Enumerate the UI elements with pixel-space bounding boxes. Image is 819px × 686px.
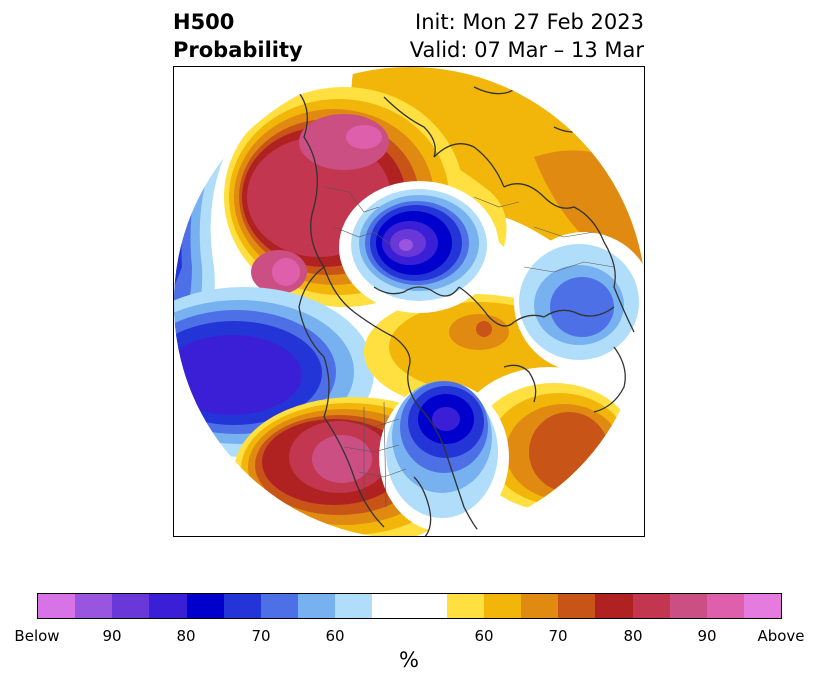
valid-period: Valid: 07 Mar – 13 Mar [409,38,644,62]
coastlines [293,86,635,536]
colorbar-swatch [446,594,484,618]
colorbar-swatch [186,594,224,618]
colorbar-label-90-below: 90 [102,627,122,645]
forecast-dates: Init: Mon 27 Feb 2023 Valid: 07 Mar – 13… [410,8,644,64]
colorbar-swatch [260,594,299,618]
colorbar-swatch [632,594,670,618]
cold-anomaly-pacific-4 [174,335,302,415]
warm-anomaly-europe-8 [272,258,300,286]
colorbar-label-80-below: 80 [176,627,196,645]
warm-anomaly-europe-9 [346,125,382,149]
cold-anomaly-arctic-8 [399,239,413,251]
warm-anomaly-west-6 [312,435,372,483]
cold-anomaly-eastasia-3 [550,277,614,337]
colorbar-label-above: Above [757,627,805,645]
colorbar-swatch [298,594,336,618]
init-date: Init: Mon 27 Feb 2023 [415,10,644,34]
colorbar-swatch [669,594,707,618]
colorbar-swatch [75,594,113,618]
title-product: Probability [173,38,303,62]
colorbar [37,593,782,619]
political-borders [323,186,615,508]
colorbar-swatch [558,594,596,618]
colorbar-label-60-below: 60 [325,627,345,645]
colorbar-swatch [409,594,447,618]
colorbar-swatch [743,594,782,618]
warm-anomaly-npacific-4 [529,412,609,492]
colorbar-swatch [335,594,373,618]
colorbar-swatch [149,594,187,618]
warm-anomaly-canada-3 [476,321,492,337]
colorbar-label-70-below: 70 [251,627,271,645]
colorbar-swatch [706,594,744,618]
colorbar-label-70-above: 70 [548,627,568,645]
title-variable: H500 [173,10,235,34]
cold-anomaly-aleutian-6 [432,407,460,431]
colorbar-swatch [483,594,522,618]
colorbar-label-below: Below [14,627,60,645]
colorbar-label-90-above: 90 [697,627,717,645]
colorbar-label-80-above: 80 [623,627,643,645]
colorbar-swatch [38,594,76,618]
colorbar-swatch [521,594,559,618]
probability-field [174,67,644,536]
map-title: H500 Probability [173,8,303,64]
colorbar-swatch [223,594,261,618]
colorbar-swatch [372,594,410,618]
colorbar-unit: % [399,648,419,672]
colorbar-label-60-above: 60 [474,627,494,645]
colorbar-swatch [595,594,633,618]
polar-map [173,66,645,537]
colorbar-swatch [112,594,150,618]
